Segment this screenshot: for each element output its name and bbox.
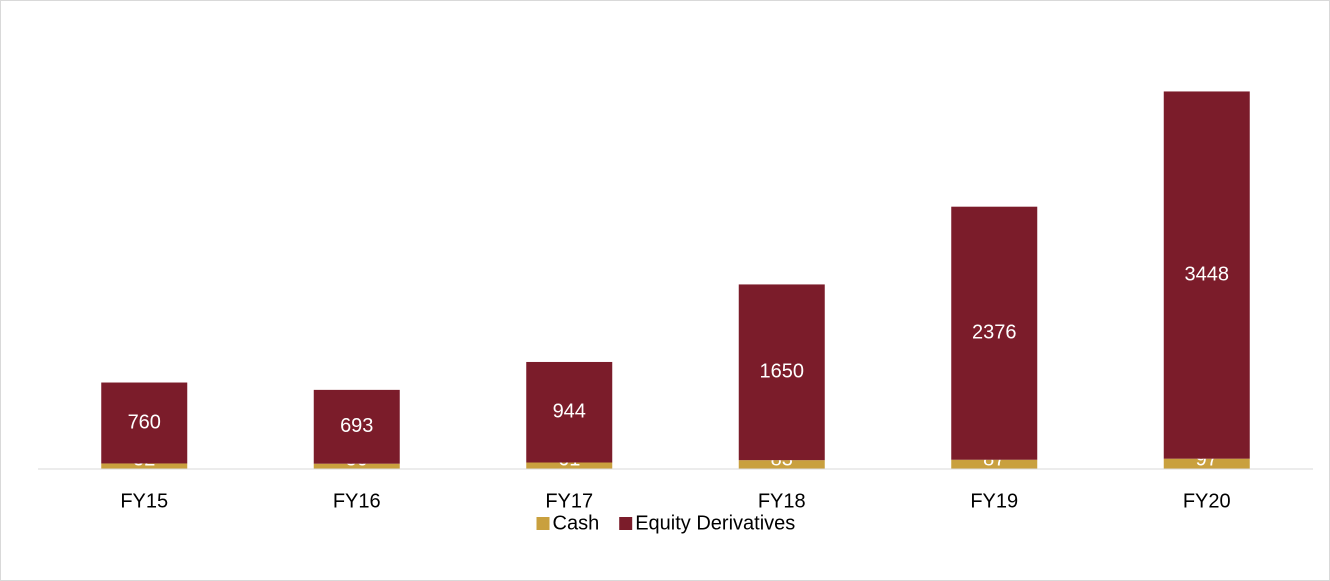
x-tick-label: FY18 (758, 490, 806, 512)
bar-segment (738, 460, 825, 469)
bar-segment (1163, 458, 1250, 469)
bar-segment (313, 463, 400, 469)
bar-segment (738, 284, 825, 461)
bar-segment (313, 389, 400, 464)
data-label: 1650 (760, 361, 805, 383)
x-tick-label: FY20 (1183, 490, 1231, 512)
bar-segment (526, 361, 613, 463)
legend-label: Cash (553, 512, 600, 534)
bar-segment (1163, 91, 1250, 459)
x-tick-label: FY16 (333, 490, 381, 512)
data-label: 760 (128, 411, 161, 433)
x-tick-label: FY19 (970, 490, 1018, 512)
data-label: 693 (340, 415, 373, 437)
bar-segment (101, 463, 188, 469)
bar-segment (101, 382, 188, 464)
data-label: 3448 (1185, 263, 1230, 285)
legend-label: Equity Derivatives (635, 512, 795, 534)
bar-segment (951, 459, 1038, 469)
x-tick-label: FY17 (545, 490, 593, 512)
legend-swatch (536, 517, 550, 530)
x-tick-label: FY15 (120, 490, 168, 512)
bar-segment (526, 462, 613, 469)
bar-segment (951, 206, 1038, 460)
legend-swatch (619, 517, 633, 530)
data-label: 944 (553, 401, 586, 423)
data-label: 2376 (972, 321, 1017, 343)
